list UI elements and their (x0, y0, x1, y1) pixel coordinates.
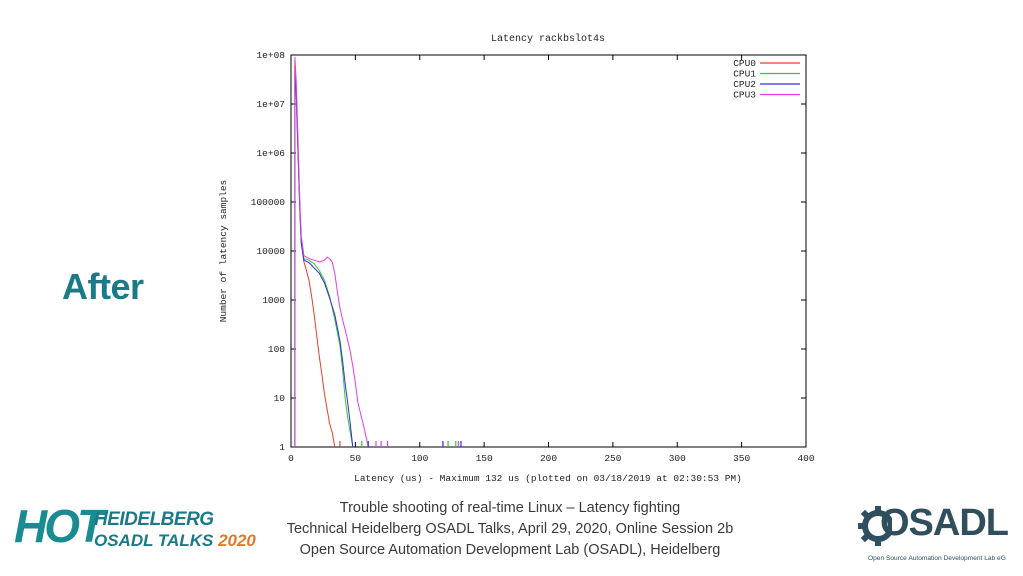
x-axis-label: Latency (us) - Maximum 132 us (plotted o… (354, 473, 742, 484)
footer-line-2: Technical Heidelberg OSADL Talks, April … (286, 521, 734, 537)
hot-logo-talks: OSADL TALKS (94, 531, 214, 550)
y-tick-label: 1e+07 (256, 99, 285, 110)
series-group (294, 57, 462, 448)
y-tick-label: 100 (268, 344, 285, 355)
x-axis-ticks: 0 50 100 150 200 250 300 350 400 (288, 55, 815, 464)
osadl-logo-subtitle: Open Source Automation Development Lab e… (868, 555, 1006, 562)
y-axis-label: Number of latency samples (218, 180, 229, 323)
y-tick-label: 1e+08 (256, 50, 285, 61)
x-tick-label: 100 (411, 453, 428, 464)
legend-label-cpu0: CPU0 (733, 58, 756, 69)
footer-line-3: Open Source Automation Development Lab (… (299, 542, 721, 558)
footer-line-1: Trouble shooting of real-time Linux – La… (339, 500, 681, 516)
x-tick-label: 50 (350, 453, 362, 464)
hot-logo-line2: OSADL TALKS 2020 (94, 531, 256, 551)
hot-logo-line1: HEIDELBERG (94, 509, 214, 530)
y-axis-ticks: 1 10 100 1000 10000 100000 1e+06 1e+07 1e+08 (251, 50, 806, 453)
osadl-logo-word: OSADL (880, 502, 1009, 544)
y-tick-label: 1 (279, 442, 285, 453)
y-tick-label: 1e+06 (256, 148, 285, 159)
y-tick-label: 100000 (251, 197, 286, 208)
hot-logo-mark: HOT (14, 500, 105, 552)
x-tick-label: 350 (733, 453, 750, 464)
legend-label-cpu1: CPU1 (733, 69, 756, 80)
legend-label-cpu2: CPU2 (733, 79, 756, 90)
gear-icon (858, 506, 892, 546)
y-tick-label: 10000 (256, 246, 285, 257)
legend-label-cpu3: CPU3 (733, 90, 756, 101)
footer-text: Trouble shooting of real-time Linux – La… (270, 498, 750, 561)
x-tick-label: 250 (604, 453, 621, 464)
chart-title: Latency rackbslot4s (491, 33, 605, 45)
slide-heading: After (62, 266, 144, 307)
x-tick-label: 0 (288, 453, 294, 464)
y-tick-label: 1000 (262, 295, 285, 306)
y-tick-label: 10 (274, 393, 286, 404)
series-line-cpu0 (294, 59, 336, 448)
latency-chart: Latency rackbslot4s 11010010001000010000… (218, 33, 815, 484)
x-tick-label: 400 (797, 453, 814, 464)
hot-logo-year: 2020 (218, 531, 256, 550)
x-tick-label: 300 (669, 453, 686, 464)
hot-logo: HOT HEIDELBERG OSADL TALKS 2020 (14, 500, 256, 553)
x-tick-label: 200 (540, 453, 557, 464)
series-line-cpu3 (294, 57, 369, 448)
plot-frame (290, 54, 807, 448)
osadl-logo: OSADL Open Source Automation Development… (858, 500, 1009, 568)
x-tick-label: 150 (476, 453, 493, 464)
